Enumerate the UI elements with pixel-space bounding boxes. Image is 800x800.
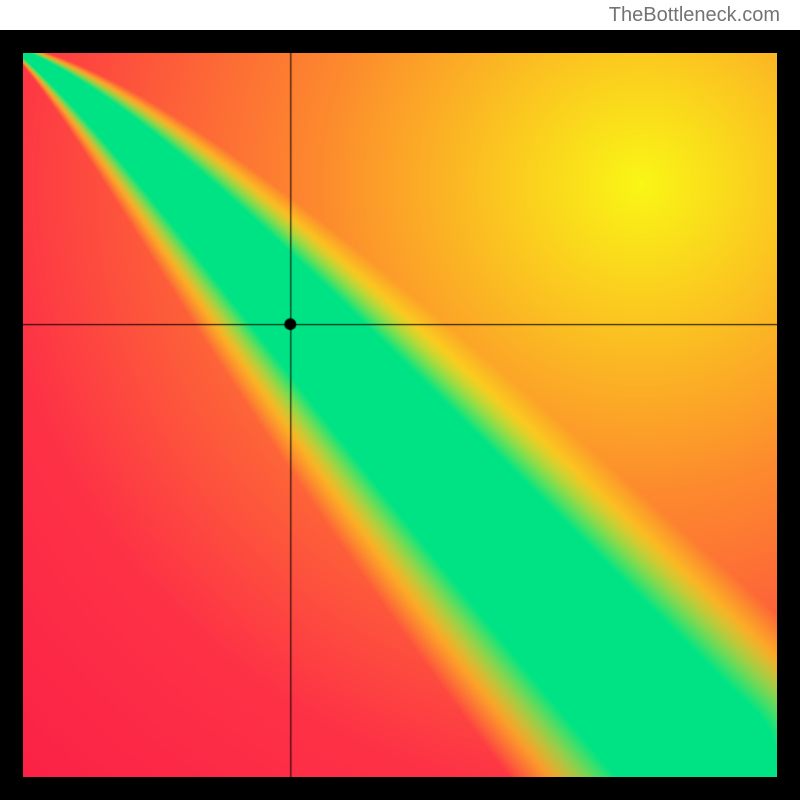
chart-outer-frame: [0, 30, 800, 800]
watermark-text: TheBottleneck.com: [609, 4, 780, 27]
bottleneck-heatmap: [23, 53, 777, 777]
heatmap-plot-area: [23, 53, 777, 777]
